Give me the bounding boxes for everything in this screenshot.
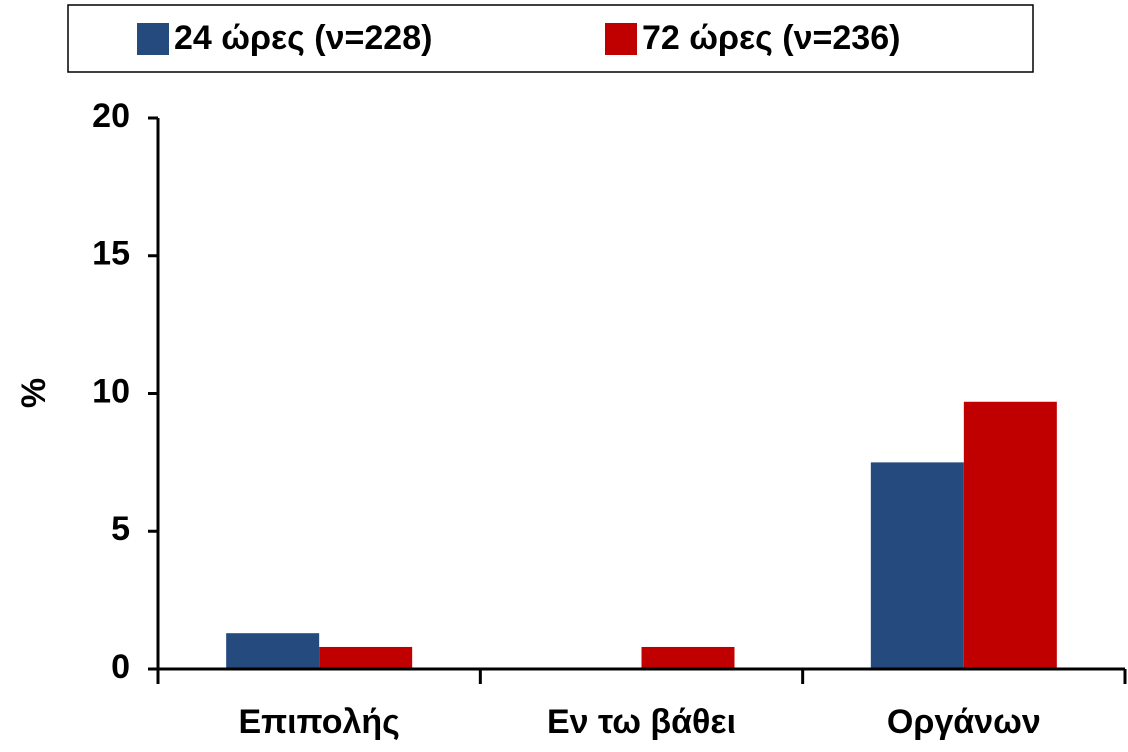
- x-tick-label: Εν τω βάθει: [547, 703, 736, 741]
- y-tick-label: 20: [92, 97, 130, 135]
- legend-swatch: [605, 23, 637, 55]
- bar: [963, 401, 1057, 669]
- y-tick-label: 10: [92, 372, 130, 410]
- legend-label: 24 ώρες (ν=228): [174, 19, 432, 57]
- bar: [319, 646, 413, 669]
- y-tick-label: 5: [111, 510, 130, 548]
- legend-box: [67, 4, 1034, 73]
- bar: [226, 633, 320, 669]
- x-tick-label: Επιπολής: [238, 703, 399, 741]
- y-tick-label: 0: [111, 648, 130, 686]
- bar: [641, 646, 735, 669]
- x-tick-label: Οργάνων: [887, 703, 1041, 741]
- legend-label: 72 ώρες (ν=236): [642, 19, 900, 57]
- bar: [870, 462, 964, 669]
- y-axis-label: %: [15, 378, 53, 408]
- y-tick-label: 15: [92, 235, 130, 273]
- legend-swatch: [137, 23, 169, 55]
